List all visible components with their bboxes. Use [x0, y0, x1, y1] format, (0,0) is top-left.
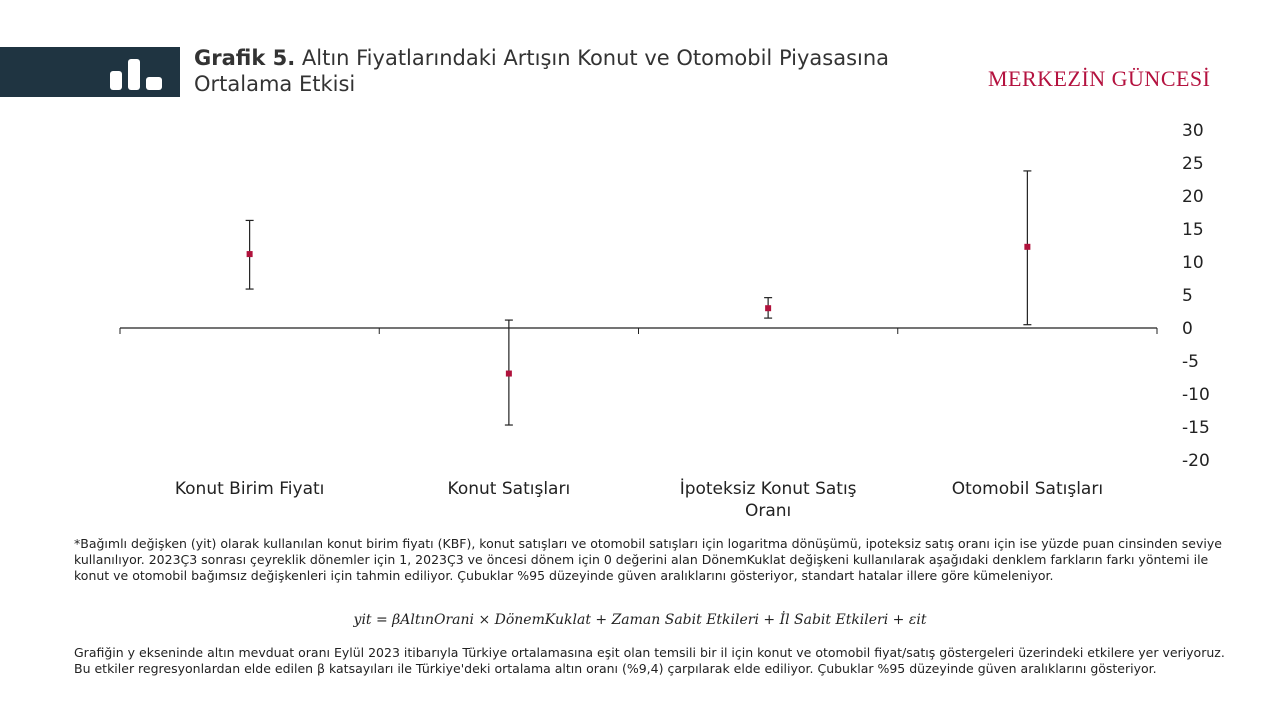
y-tick-label: 10	[1182, 253, 1204, 273]
category-label: Oranı	[745, 501, 791, 521]
header-band	[0, 47, 180, 97]
category-label: Konut Birim Fiyatı	[175, 479, 325, 499]
category-label: İpoteksiz Konut Satış	[680, 478, 857, 499]
y-tick-label: 30	[1182, 121, 1204, 141]
footnote-method: *Bağımlı değişken (yit) olarak kullanıla…	[74, 536, 1222, 583]
regression-equation: yit = βAltınOrani × DönemKuklat + Zaman …	[353, 612, 927, 628]
y-tick-label: -10	[1182, 385, 1210, 405]
category-label: Konut Satışları	[448, 479, 571, 499]
bar-chart-icon	[110, 59, 162, 90]
y-tick-label: 25	[1182, 154, 1204, 174]
y-tick-label: 0	[1182, 319, 1193, 339]
data-point	[1024, 243, 1031, 250]
data-point	[505, 370, 512, 377]
error-bar-chart: 30 25 20 15 10 5 0 -5 -10 -15 -20 Konut Birim Fiyat…	[119, 121, 1210, 521]
y-tick-label: -15	[1182, 418, 1210, 438]
footnote-interpretation: Grafiğin y ekseninde altın mevduat oranı…	[74, 645, 1225, 676]
y-tick-label: 15	[1182, 220, 1204, 240]
title-rest: Altın Fiyatlarındaki Artışın Konut ve Ot…	[194, 46, 890, 96]
y-tick-label: 20	[1182, 187, 1204, 207]
brand-logo: MERKEZİN GÜNCESİ	[988, 66, 1211, 91]
data-point	[246, 251, 253, 258]
category-label: Otomobil Satışları	[952, 479, 1103, 499]
y-tick-label: -20	[1182, 451, 1210, 471]
title-lead: Grafik 5.	[194, 46, 296, 70]
page-title: Grafik 5. Altın Fiyatlarındaki Artışın K…	[194, 45, 954, 97]
data-point	[765, 305, 772, 312]
y-tick-label: -5	[1182, 352, 1199, 372]
y-tick-label: 5	[1182, 286, 1193, 306]
